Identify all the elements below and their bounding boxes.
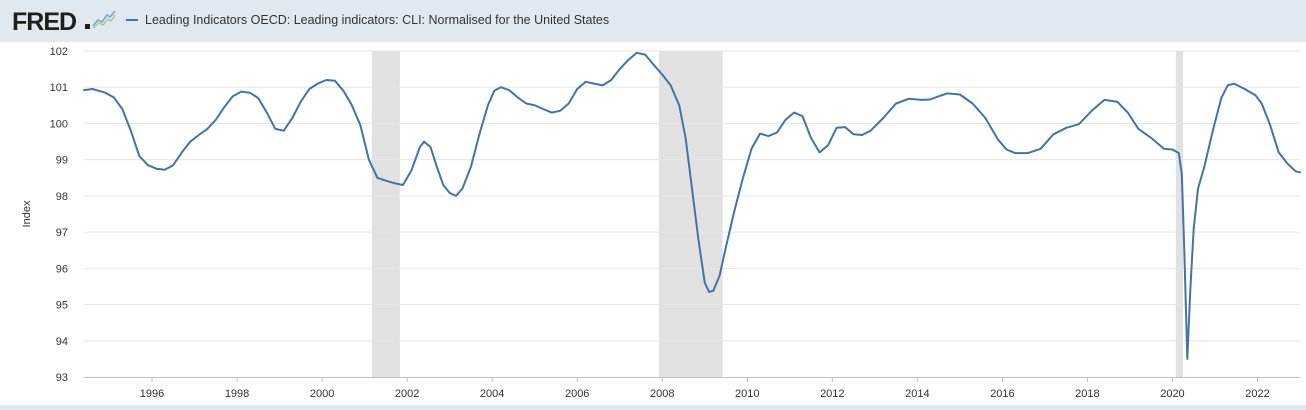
- y-tick-label: 100: [50, 118, 68, 130]
- x-tick-label: 2006: [565, 388, 589, 400]
- y-tick-label: 102: [50, 46, 68, 58]
- x-tick-label: 2004: [480, 388, 504, 400]
- x-tick-label: 2012: [820, 388, 844, 400]
- recession-band-1: [658, 51, 723, 377]
- recession-band-2: [1175, 51, 1184, 377]
- legend-label: Leading Indicators OECD: Leading indicat…: [145, 13, 610, 27]
- x-tick-label: 1998: [225, 388, 249, 400]
- fred-sparkline-icon: [92, 10, 116, 29]
- fred-logo[interactable]: FRED: [12, 8, 77, 36]
- y-tick-label: 99: [56, 155, 68, 167]
- y-tick-label: 93: [56, 372, 68, 384]
- y-axis-label: Index: [21, 200, 33, 227]
- y-tick-label: 98: [56, 191, 68, 203]
- x-tick-label: 2000: [310, 388, 334, 400]
- line-chart: 93 94 95 96 97 98 99 100 101 102 1996 1998 2000 2002…: [21, 46, 1301, 400]
- x-tick-label: 1996: [140, 388, 164, 400]
- x-tick-label: 2018: [1075, 388, 1099, 400]
- series-line-0: [83, 51, 1301, 360]
- y-tick-label: 97: [56, 227, 68, 239]
- chart-header: FRED Leading Indicators OECD: Leading in…: [0, 0, 1306, 42]
- y-tick-label: 95: [56, 300, 68, 312]
- x-tick-label: 2002: [395, 388, 419, 400]
- fred-logo-dot: [85, 24, 90, 29]
- y-tick-label: 94: [56, 336, 68, 348]
- y-tick-label: 101: [50, 82, 68, 94]
- x-tick-label: 2016: [990, 388, 1014, 400]
- x-tick-label: 2020: [1160, 388, 1184, 400]
- x-tick-label: 2014: [905, 388, 929, 400]
- y-tick-label: 96: [56, 263, 68, 275]
- x-tick-label: 2022: [1245, 388, 1269, 400]
- chart-legend: Leading Indicators OECD: Leading indicat…: [126, 13, 609, 27]
- x-tick-label: 2010: [735, 388, 759, 400]
- recession-band-0: [371, 51, 400, 377]
- legend-swatch: [126, 19, 138, 21]
- x-tick-label: 2008: [650, 388, 674, 400]
- plot-area: 93 94 95 96 97 98 99 100 101 102 1996 1998 2000 2002…: [0, 42, 1306, 405]
